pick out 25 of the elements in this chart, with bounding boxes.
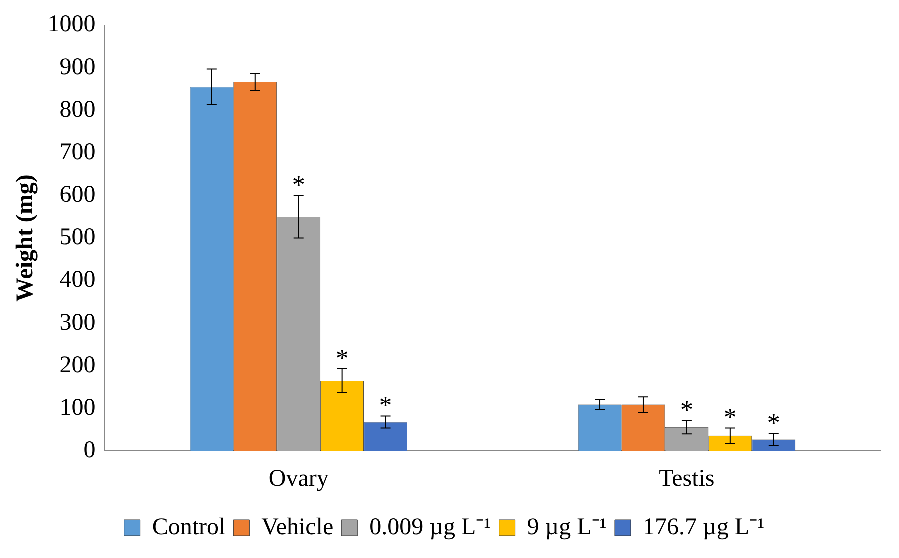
y-tick-label: 0 <box>84 437 96 464</box>
data-label: * <box>292 170 306 200</box>
legend-label: 9 µg L⁻¹ <box>527 514 607 540</box>
x-tick-label: Testis <box>659 466 715 492</box>
y-tick-label: 1000 <box>48 12 96 38</box>
y-tick-label: 800 <box>60 96 96 123</box>
legend-label: 176.7 µg L⁻¹ <box>642 514 765 540</box>
y-tick-label: 500 <box>60 224 96 251</box>
data-label: * <box>336 344 349 373</box>
y-tick-label: 900 <box>60 54 96 80</box>
y-tick-label: 600 <box>60 182 96 208</box>
y-tick-label: 700 <box>60 139 96 166</box>
y-tick-label: 300 <box>60 310 96 336</box>
y-tick-label: 200 <box>60 352 96 378</box>
data-label: * <box>680 395 694 424</box>
data-label: * <box>767 408 780 438</box>
y-tick-label: 100 <box>60 394 96 421</box>
legend-label: Control <box>152 514 226 540</box>
x-tick-label: Ovary <box>268 466 329 492</box>
y-axis-title: Weight (mg) <box>12 174 39 302</box>
y-tick-label: 400 <box>60 267 96 294</box>
data-label: * <box>724 403 737 432</box>
legend-label: 0.009 µg L⁻¹ <box>370 514 492 540</box>
data-label: * <box>379 391 392 420</box>
legend-label: Vehicle <box>262 514 334 540</box>
